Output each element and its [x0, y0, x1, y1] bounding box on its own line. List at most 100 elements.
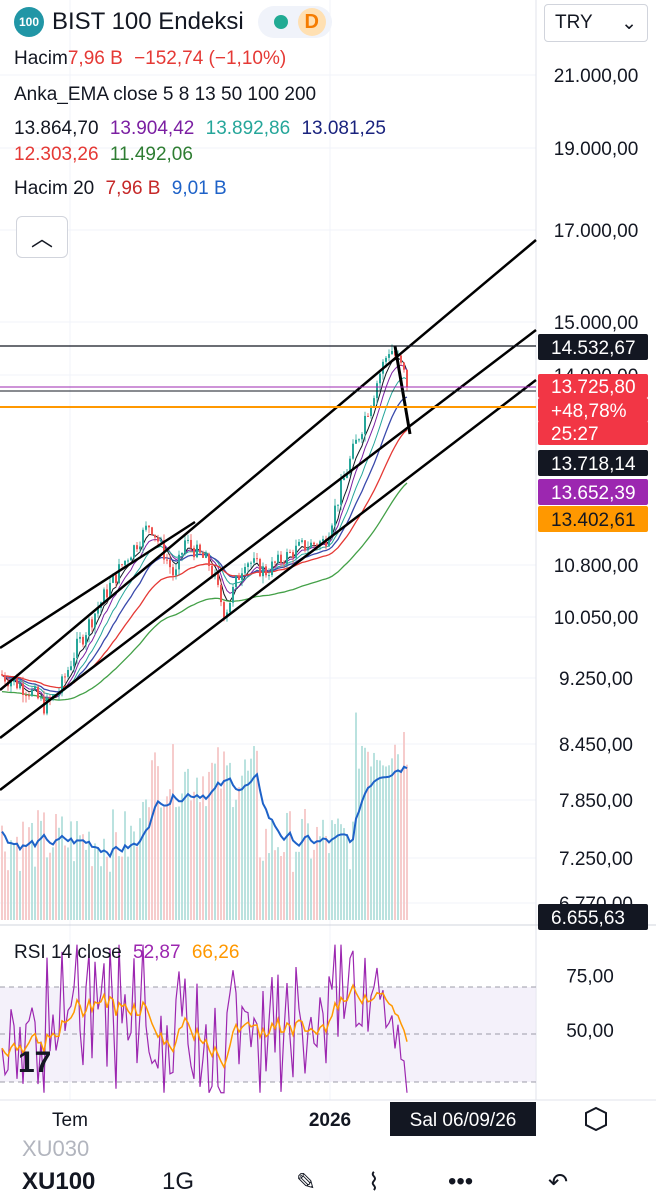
- candle-body: [139, 546, 141, 550]
- rsi-value: 52,87: [133, 942, 181, 963]
- volume-bar: [112, 809, 114, 920]
- volume-bar: [46, 857, 48, 920]
- vol20-legend[interactable]: Hacim 20 7,96 B 9,01 B: [14, 178, 233, 200]
- ema13-value: 13.892,86: [205, 118, 291, 139]
- change-value: −152,74 (−1,10%): [134, 48, 287, 69]
- channel-line-3: [0, 520, 196, 650]
- ema-legend-label[interactable]: Anka_EMA close 5 8 13 50 100 200: [14, 84, 317, 105]
- volume-bar: [277, 847, 279, 920]
- ema200-line: [1, 482, 408, 701]
- candle-body: [13, 678, 15, 682]
- rsi-tick-0: 75,00: [566, 966, 614, 987]
- price-tick-5: 10.800,00: [554, 556, 639, 577]
- candle-body: [160, 540, 162, 542]
- volume-value: 7,96 B: [67, 48, 123, 69]
- volume-bar: [340, 824, 342, 920]
- volume-bar: [52, 847, 54, 920]
- currency-select[interactable]: TRY ⌄: [544, 4, 648, 42]
- volume-bar: [271, 820, 273, 920]
- price-tag-bg-1: [538, 374, 648, 398]
- candle-body: [106, 589, 108, 598]
- more-dots-icon[interactable]: •••: [448, 1168, 474, 1195]
- volume-bar: [172, 744, 174, 920]
- volume-bar: [178, 806, 180, 920]
- volume-bar: [259, 857, 261, 920]
- mode-badge[interactable]: D: [297, 8, 326, 36]
- volume-bar: [34, 866, 36, 920]
- volume-bar: [67, 847, 69, 920]
- volume-bar: [151, 760, 153, 920]
- price-axis: 21.000,0019.000,0017.000,0015.000,0014.0…: [0, 66, 656, 1136]
- candle-body: [355, 439, 357, 444]
- volume-bar: [55, 814, 57, 920]
- volume-bar: [226, 765, 228, 920]
- candle-body: [118, 564, 120, 584]
- pencil-icon[interactable]: ✎: [296, 1169, 317, 1196]
- channel-line-1: [0, 329, 537, 739]
- volume-bar: [280, 856, 282, 920]
- volume-bar: [376, 759, 378, 920]
- candle-body: [244, 566, 246, 574]
- currency-label: TRY: [555, 12, 593, 33]
- symbol-header[interactable]: 100 BIST 100 Endeksi D: [14, 6, 332, 38]
- candle-body: [31, 689, 33, 696]
- volume-bar: [136, 846, 138, 920]
- candle-body: [1, 674, 3, 676]
- candle-body: [28, 695, 30, 697]
- volume-bar: [265, 828, 267, 920]
- volume-bar: [88, 831, 90, 920]
- candle-body: [340, 480, 342, 505]
- symbol-title[interactable]: BIST 100 Endeksi: [52, 8, 244, 35]
- candles: [1, 344, 408, 716]
- price-tick-0: 21.000,00: [554, 66, 639, 87]
- candle-body: [76, 638, 78, 659]
- candle-body: [310, 542, 312, 548]
- collapse-legend-button[interactable]: ︿: [16, 216, 68, 258]
- volume-bar: [154, 752, 156, 920]
- volume-bar: [13, 843, 15, 920]
- volume-bar: [103, 838, 105, 920]
- volume-bar: [292, 871, 294, 920]
- volume-bar: [157, 766, 159, 920]
- candle-body: [94, 613, 96, 628]
- candle-body: [289, 552, 291, 554]
- volume-bar: [205, 806, 207, 920]
- volume-bar: [364, 747, 366, 920]
- volume-bar: [190, 800, 192, 920]
- symbol-button[interactable]: XU100: [22, 1168, 96, 1195]
- candle-body: [88, 619, 90, 636]
- volume-bar: [337, 818, 339, 920]
- ema8-value: 13.904,42: [109, 118, 195, 139]
- candle-body: [262, 566, 264, 577]
- candle-body: [73, 658, 75, 667]
- price-tag-6: 13.402,61: [551, 510, 636, 531]
- price-tick-8: 8.450,00: [559, 735, 633, 756]
- price-tag-bg-6: [538, 506, 648, 532]
- volume-bar: [79, 835, 81, 920]
- ghost-symbol: XU030: [22, 1136, 90, 1161]
- volume-legend[interactable]: Hacim7,96 B −152,74 (−1,10%): [14, 48, 292, 70]
- interval-button[interactable]: 1G: [162, 1168, 195, 1195]
- candle-body: [205, 553, 207, 558]
- candle-body: [379, 373, 381, 384]
- bottom-toolbar: [0, 1140, 656, 1200]
- candle-body: [40, 697, 42, 699]
- volume-bar: [124, 811, 126, 920]
- vol20-value2: 9,01 B: [171, 178, 227, 199]
- volume-bar: [286, 812, 288, 920]
- volume-bar: [343, 828, 345, 920]
- volume-bar: [358, 768, 360, 920]
- volume-bar: [211, 762, 213, 920]
- volume-bars: [1, 712, 408, 920]
- candle-body: [202, 552, 204, 558]
- candle-body: [166, 559, 168, 561]
- candle-body: [304, 540, 306, 551]
- indicator-icon[interactable]: ⌇: [368, 1169, 380, 1196]
- rsi-tick-1: 50,00: [566, 1021, 614, 1042]
- volume-bar: [169, 789, 171, 920]
- market-status[interactable]: D: [257, 6, 332, 38]
- rsi-legend[interactable]: RSI 14 close 52,87 66,26: [14, 942, 245, 964]
- volume-bar: [334, 823, 336, 920]
- undo-icon[interactable]: ↶: [548, 1169, 569, 1196]
